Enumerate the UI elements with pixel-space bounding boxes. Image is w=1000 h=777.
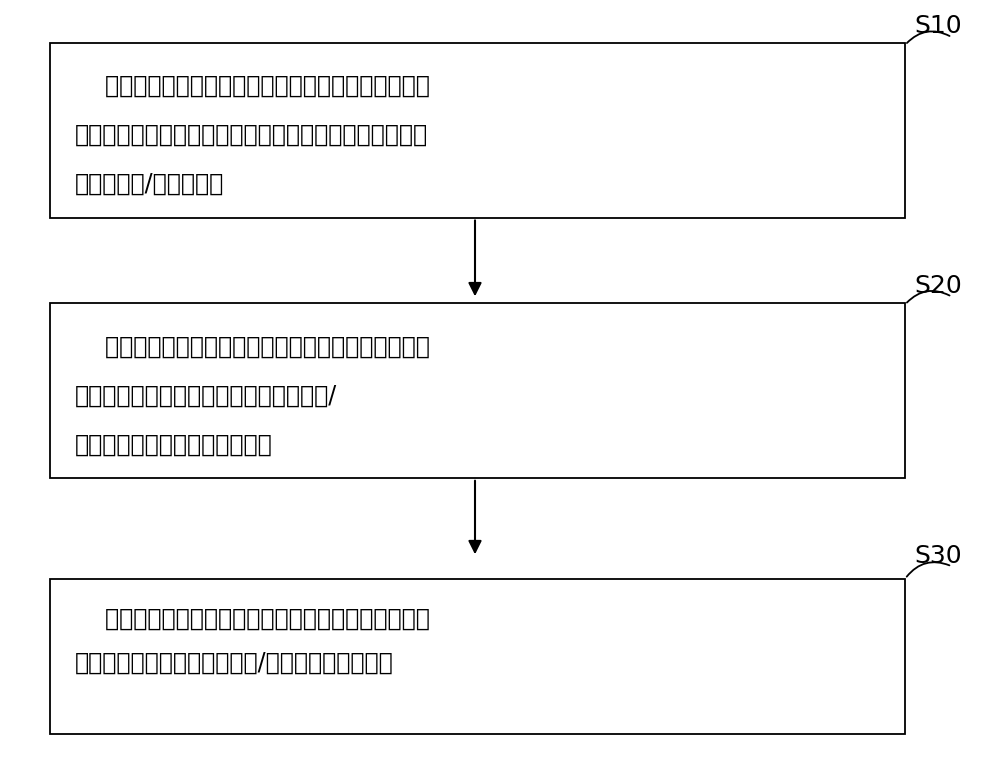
Text: 自适应学习，其中，自适应学习的内容包括人工泊车时车: 自适应学习，其中，自适应学习的内容包括人工泊车时车 (75, 124, 428, 147)
FancyBboxPatch shape (50, 303, 905, 478)
Text: 当累计自适应学习次数大于预设次数时，根据自适应: 当累计自适应学习次数大于预设次数时，根据自适应 (75, 334, 430, 358)
Text: S20: S20 (914, 274, 962, 298)
FancyBboxPatch shape (50, 579, 905, 734)
Text: S10: S10 (914, 14, 962, 37)
Text: 当车辆处于自动泊车模式时后，控制车辆按照预先存: 当车辆处于自动泊车模式时后，控制车辆按照预先存 (75, 607, 430, 631)
Text: 辆的速度和/或加速度。: 辆的速度和/或加速度。 (75, 172, 224, 196)
Text: 当车辆处于人工泊车模式时，对人工泊车的过程进行: 当车辆处于人工泊车模式时，对人工泊车的过程进行 (75, 75, 430, 98)
Text: S30: S30 (914, 544, 962, 567)
Text: 学习了预设次数的人工泊车的平均速度和/: 学习了预设次数的人工泊车的平均速度和/ (75, 384, 337, 407)
Text: 或平均加速度判定驾驶员类型。: 或平均加速度判定驾驶员类型。 (75, 432, 273, 456)
FancyBboxPatch shape (50, 43, 905, 218)
Text: 储的驾驶员类型对应地速度和/或加速度进行泊车。: 储的驾驶员类型对应地速度和/或加速度进行泊车。 (75, 650, 394, 674)
